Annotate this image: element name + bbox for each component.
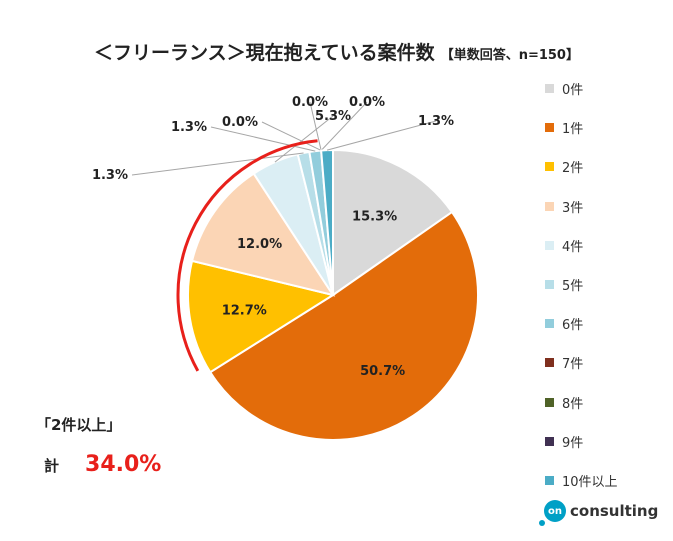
chart-legend: 0件 1件 2件 3件 4件 5件 6件 7件 8件 9件 10件以上 <box>545 69 618 500</box>
legend-label-7: 7件 <box>562 357 584 373</box>
chart-title-main: ＜フリーランス＞現在抱えている案件数 <box>94 42 435 64</box>
legend-swatch-4 <box>545 240 554 250</box>
legend-swatch-9 <box>545 436 554 446</box>
brand-logo-dot <box>539 520 545 526</box>
legend-swatch-5 <box>545 280 554 290</box>
legend-swatch-0 <box>545 84 554 94</box>
data-label-5: 1.3% <box>92 168 128 183</box>
legend-label-8: 8件 <box>562 396 584 412</box>
legend-label-4: 4件 <box>562 239 584 255</box>
chart-title-sub: 【単数回答、n=150】 <box>440 48 579 63</box>
leader-line-4 <box>274 115 334 163</box>
legend-swatch-1 <box>545 123 554 133</box>
pie-slice-2 <box>187 259 336 374</box>
legend-item-5: 5件 <box>545 265 618 304</box>
legend-label-1: 1件 <box>562 122 584 138</box>
leader-line-9 <box>320 101 368 151</box>
leader-line-8 <box>309 101 322 151</box>
data-label-0: 15.3% <box>352 209 397 224</box>
legend-item-0: 0件 <box>545 69 618 108</box>
legend-swatch-10 <box>545 475 554 485</box>
legend-label-10: 10件以上 <box>562 474 618 490</box>
legend-item-7: 7件 <box>545 343 618 382</box>
data-label-4: 5.3% <box>315 109 351 124</box>
highlight-total: 計 34.0% <box>44 452 161 477</box>
legend-item-4: 4件 <box>545 226 618 265</box>
data-label-2: 12.7% <box>222 303 267 318</box>
highlight-prefix: 計 <box>44 457 60 475</box>
legend-item-2: 2件 <box>545 147 618 186</box>
brand-logo-text: on <box>548 505 562 517</box>
legend-label-3: 3件 <box>562 200 584 216</box>
legend-item-10: 10件以上 <box>545 461 618 500</box>
legend-swatch-7 <box>545 358 554 368</box>
brand-logo-icon: on <box>539 500 566 526</box>
pie-slice-3 <box>190 172 336 297</box>
brand-logo: on consulting <box>539 500 659 526</box>
leader-line-5 <box>131 152 304 176</box>
data-label-1: 50.7% <box>360 364 405 379</box>
legend-swatch-8 <box>545 397 554 407</box>
legend-swatch-2 <box>545 162 554 172</box>
data-label-9: 0.0% <box>349 95 385 110</box>
pie-slice-1 <box>208 210 479 441</box>
leader-line-6 <box>210 126 316 152</box>
legend-item-3: 3件 <box>545 187 618 226</box>
chart-title: ＜フリーランス＞現在抱えている案件数 【単数回答、n=150】 <box>0 38 673 65</box>
legend-item-9: 9件 <box>545 422 618 461</box>
brand-name: consulting <box>570 502 659 520</box>
legend-item-6: 6件 <box>545 304 618 343</box>
data-label-8: 0.0% <box>292 95 328 110</box>
highlight-value: 34.0% <box>85 452 162 477</box>
data-label-10: 1.3% <box>418 114 454 129</box>
legend-item-8: 8件 <box>545 383 618 422</box>
data-label-6: 1.3% <box>171 120 207 135</box>
highlight-label: 「2件以上」 <box>36 416 122 434</box>
legend-label-0: 0件 <box>562 83 584 99</box>
leader-line-10 <box>326 120 437 151</box>
legend-label-6: 6件 <box>562 318 584 334</box>
highlight-arc <box>176 139 318 372</box>
legend-label-9: 9件 <box>562 435 584 451</box>
leader-line-7 <box>261 121 322 151</box>
legend-label-2: 2件 <box>562 161 584 177</box>
data-label-7: 0.0% <box>222 115 258 130</box>
legend-item-1: 1件 <box>545 108 618 147</box>
legend-label-5: 5件 <box>562 279 584 295</box>
pie-slice-0 <box>332 148 454 297</box>
legend-swatch-6 <box>545 319 554 329</box>
data-label-3: 12.0% <box>237 237 282 252</box>
legend-swatch-3 <box>545 201 554 211</box>
